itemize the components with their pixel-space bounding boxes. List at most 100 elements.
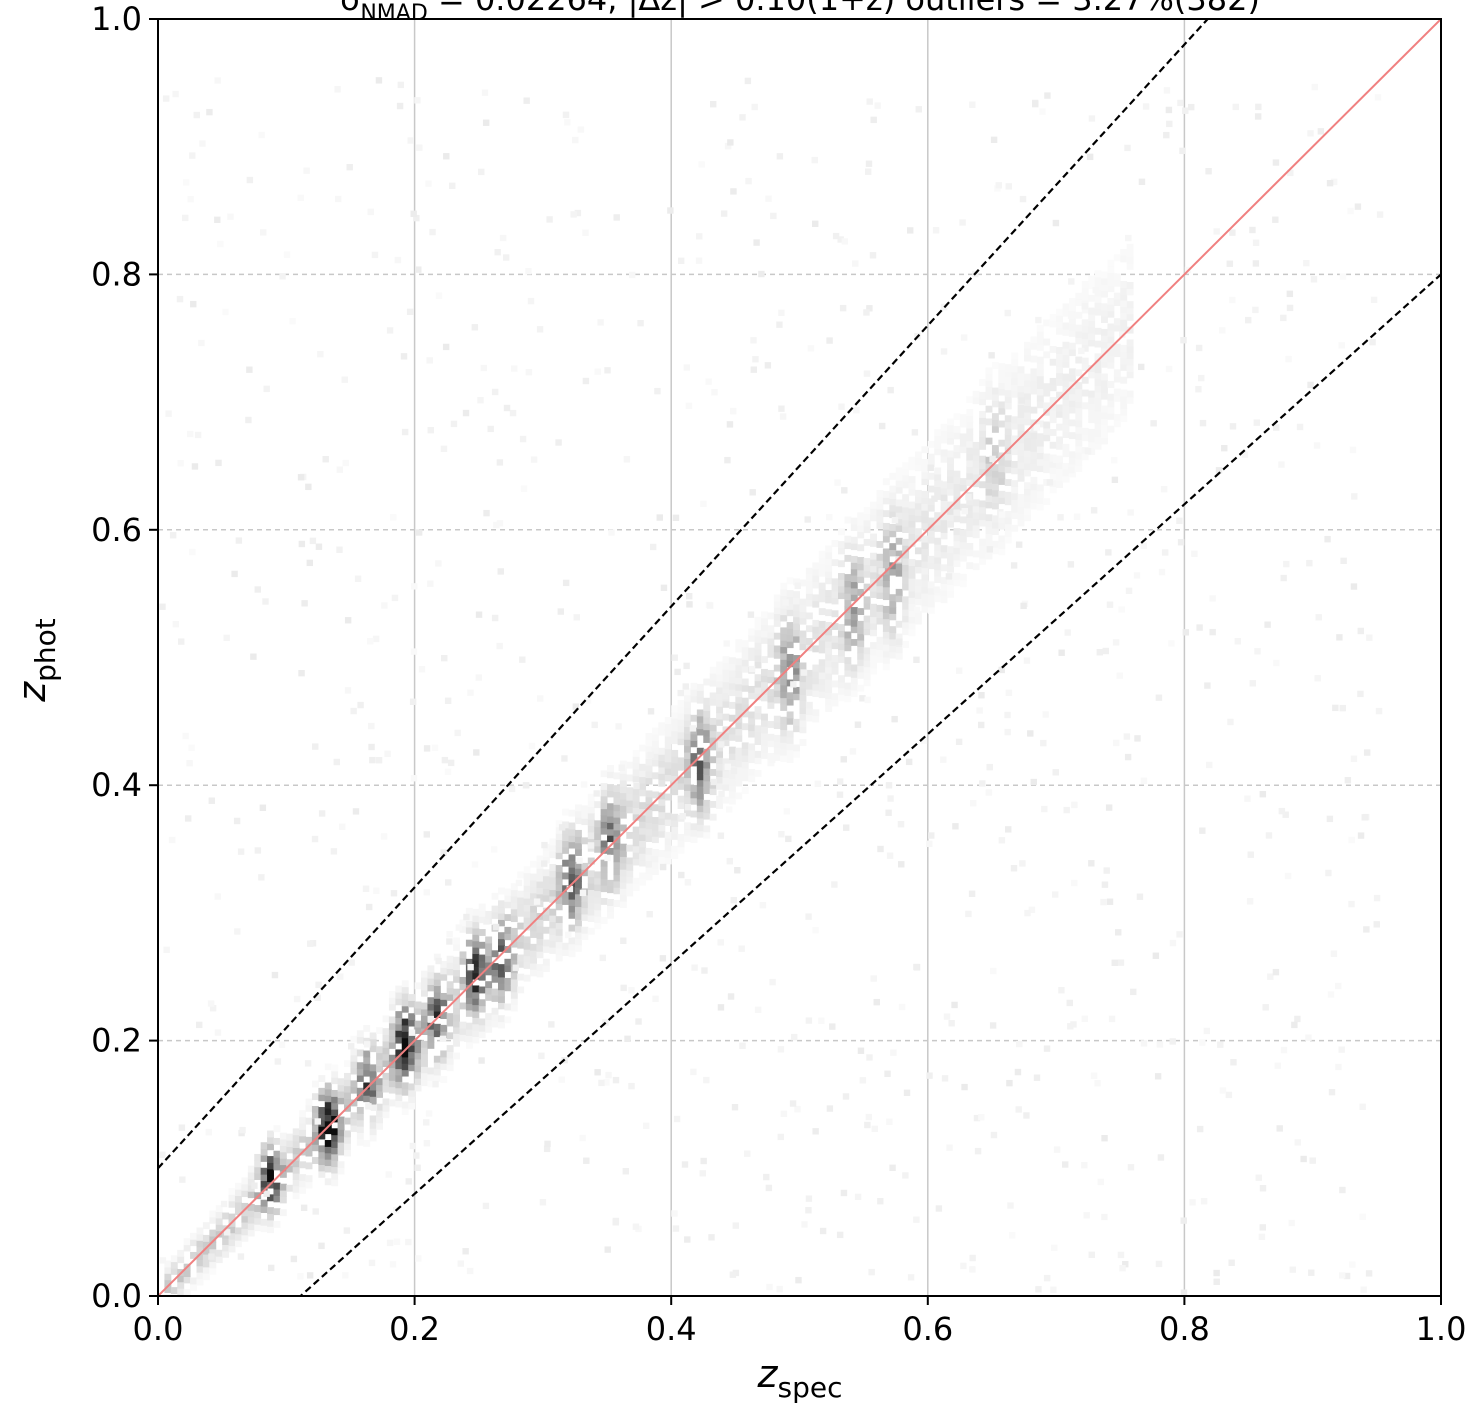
density-cell [337, 1091, 345, 1098]
density-cell [1262, 1004, 1269, 1011]
density-cell [587, 857, 595, 865]
density-cell [1249, 226, 1256, 234]
density-cell [620, 984, 627, 992]
density-cell [1036, 337, 1044, 345]
density-cell [769, 756, 776, 764]
density-cell [764, 362, 772, 369]
density-cell [991, 521, 999, 529]
density-cell [491, 995, 499, 1002]
density-cell [1030, 387, 1038, 395]
density-cell [482, 119, 490, 126]
density-cell [1126, 250, 1134, 257]
density-cell [1120, 293, 1128, 301]
density-cell [1120, 255, 1128, 263]
density-cell [1088, 307, 1096, 315]
density-cell [344, 1143, 351, 1151]
density-cell [472, 972, 480, 980]
density-cell [940, 513, 948, 521]
density-cell [581, 901, 589, 909]
density-cell [523, 872, 531, 880]
density-cell [840, 756, 847, 763]
density-cell [427, 1003, 435, 1011]
density-cell [998, 535, 1006, 543]
density-cell [793, 667, 800, 675]
density-cell [837, 236, 844, 243]
density-cell [825, 641, 833, 649]
density-cell [1075, 401, 1083, 409]
density-cell [696, 233, 703, 240]
density-cell [298, 540, 306, 548]
density-cell [659, 863, 667, 871]
density-cell [440, 1050, 448, 1058]
density-cell [421, 1047, 428, 1055]
density-cell [1036, 490, 1044, 498]
density-cell [1101, 373, 1108, 381]
density-cell [177, 1256, 185, 1264]
density-cell [812, 619, 820, 627]
density-cell [607, 771, 614, 779]
density-cell [478, 1005, 486, 1013]
density-cell [684, 796, 691, 804]
density-cell [908, 603, 916, 611]
density-cell [331, 1141, 339, 1148]
density-cell [953, 451, 961, 459]
density-cell [376, 1122, 384, 1130]
density-cell [754, 687, 762, 694]
density-cell [459, 1021, 467, 1029]
density-cell [286, 1159, 294, 1167]
density-cell [414, 1084, 422, 1092]
density-cell [574, 881, 582, 888]
density-cell [767, 676, 775, 684]
density-cell [985, 373, 993, 381]
density-cell [696, 811, 704, 819]
density-cell [465, 1029, 473, 1036]
density-cell [562, 949, 570, 957]
density-cell [850, 683, 858, 691]
density-cell [908, 482, 916, 490]
density-cell [1081, 287, 1089, 295]
density-cell [450, 420, 458, 428]
density-cell [834, 479, 841, 486]
density-cell [478, 909, 486, 917]
density-cell [1075, 337, 1083, 345]
density-cell [708, 1234, 715, 1241]
density-cell [709, 788, 717, 796]
density-cell [1075, 414, 1083, 421]
density-cell [1081, 357, 1089, 365]
density-cell [247, 1165, 255, 1173]
density-cell [786, 692, 794, 700]
density-cell [626, 870, 634, 878]
density-cell [472, 921, 480, 929]
density-cell [196, 1265, 204, 1273]
density-cell [818, 684, 826, 692]
density-cell [716, 699, 724, 707]
density-cell [885, 782, 893, 789]
density-cell [472, 915, 480, 923]
density-cell [995, 182, 1002, 189]
density-cell [684, 803, 692, 811]
density-cell [972, 454, 980, 462]
density-cell [530, 886, 537, 894]
density-cell [1113, 273, 1121, 281]
density-cell [972, 512, 980, 520]
density-cell [895, 563, 903, 571]
density-cell [664, 755, 672, 763]
density-cell [837, 541, 845, 548]
density-cell [549, 844, 557, 852]
density-cell [953, 483, 961, 491]
density-cell [1117, 1251, 1125, 1259]
density-cell [1024, 392, 1031, 400]
density-cell [446, 1064, 454, 1072]
density-cell [882, 497, 890, 505]
density-cell [223, 1229, 231, 1236]
density-cell [841, 487, 848, 494]
density-cell [877, 1198, 884, 1205]
density-cell [889, 523, 897, 531]
density-cell [902, 468, 910, 476]
density-cell [1113, 343, 1121, 351]
density-cell [724, 142, 732, 150]
density-cell [1030, 355, 1038, 363]
density-cell [709, 730, 717, 738]
density-cell [985, 463, 993, 471]
density-cell [882, 644, 890, 652]
